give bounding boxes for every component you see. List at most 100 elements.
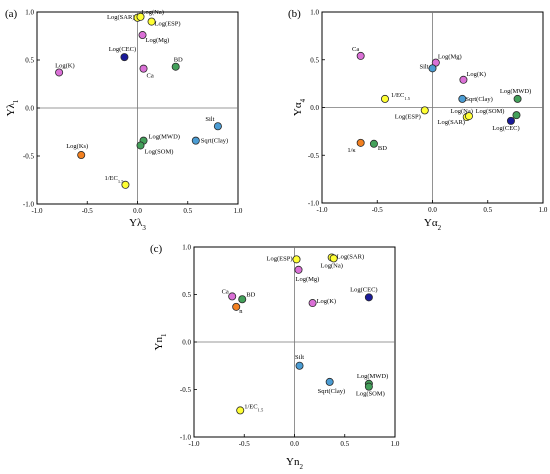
point-label-ca: Ca: [147, 73, 154, 80]
point-label-log-sar: Log(SAR): [438, 119, 465, 126]
point-sqrt-clay: [458, 94, 467, 103]
point-1-ec1-5: [121, 180, 130, 189]
y-axis-label: Yn1: [153, 333, 168, 350]
x-tick-label: -1.0: [316, 206, 328, 214]
x-tick-label: 1.0: [539, 206, 548, 214]
scatter-panel-2: -1.0 -0.5 0.0 0.5 1.0 -1.0 -0.5 0.0 0.5 1.0 (b) Yα2…: [288, 8, 548, 232]
y-axis-label: Yα4: [292, 98, 307, 116]
x-tick-label: -0.5: [239, 440, 251, 448]
point-label-log-mg: Log(Mg): [296, 276, 320, 283]
point-log-mwd: [513, 94, 522, 103]
x-tick-label: 0.0: [133, 207, 142, 215]
panel-label: (a): [5, 8, 18, 20]
point-label-log-cec: Log(CEC): [350, 286, 377, 293]
point-log-ks: [77, 151, 86, 160]
point-label-1-ec1-5: 1/EC1.5: [104, 175, 124, 184]
point-label-bd: BD: [174, 57, 183, 64]
point-log-cec: [120, 53, 129, 62]
point-label-log-mg: Log(Mg): [438, 54, 462, 61]
x-tick-label: -1.0: [31, 207, 43, 215]
point-sqrt-clay: [191, 136, 200, 145]
point-label-log-sar: Log(SAR): [337, 253, 364, 260]
x-tick-label: 0.5: [183, 207, 192, 215]
point-label-silt: Silt: [205, 116, 214, 123]
panel-label: (c): [150, 243, 163, 255]
point-sqrt-clay: [325, 377, 334, 386]
x-axis-label: Yn2: [286, 456, 303, 471]
point-log-esp: [292, 255, 301, 264]
point-log-mg: [138, 31, 147, 40]
point-label-log-na: Log(Na): [451, 108, 473, 115]
x-tick-label: 1.0: [234, 207, 243, 215]
point-log-k: [308, 299, 317, 308]
y-tick-label: 0.5: [182, 291, 191, 299]
scatter-panel-3: -1.0 -0.5 0.0 0.5 1.0 -1.0 -0.5 0.0 0.5 1.0 (c) Yn2…: [150, 243, 400, 471]
x-tick-label: 0.5: [483, 206, 492, 214]
point-log-esp: [420, 106, 429, 115]
point-label-log-cec: Log(CEC): [109, 46, 136, 53]
point-silt: [295, 361, 304, 370]
point-log-mg: [294, 265, 303, 274]
point-ca: [228, 292, 237, 301]
point-silt: [213, 122, 222, 131]
point-log-som: [512, 111, 521, 120]
point-label-sqrt-clay: Sqrt(Clay): [318, 388, 345, 395]
point-label-log-k: Log(K): [466, 71, 486, 78]
y-tick-label: -0.5: [180, 386, 192, 394]
point-label-ca: Ca: [352, 46, 359, 53]
point-label-log-k: Log(K): [317, 298, 337, 305]
point-label-log-esp: Log(ESP): [267, 255, 293, 262]
point-label-1: 1/κ: [347, 147, 356, 154]
point-label-ca: Ca: [222, 288, 229, 295]
point-label-log-na: Log(Na): [142, 9, 164, 16]
point-label-log-esp: Log(ESP): [155, 21, 181, 28]
x-tick-label: -1.0: [188, 440, 200, 448]
y-tick-label: 0.0: [310, 104, 319, 112]
point-label-sqrt-clay: Sqrt(Clay): [201, 138, 228, 145]
point-1-ec1-5: [380, 94, 389, 103]
point-label-log-mwd: Log(MWD): [500, 88, 531, 95]
point-label-log-mg: Log(Mg): [146, 37, 170, 44]
point-label-log-som: Log(SOM): [356, 391, 385, 398]
panel-label: (b): [288, 8, 301, 20]
point-label-log-ks: Log(Ks): [66, 143, 88, 150]
point-bd: [238, 295, 247, 304]
y-axis-label: Yλ1: [5, 99, 20, 116]
y-tick-label: -0.5: [23, 153, 35, 161]
scatter-panel-1: -1.0 -0.5 0.0 0.5 1.0 -1.0 -0.5 0.0 0.5 1.0 (a) Yλ3…: [5, 8, 243, 232]
y-tick-label: 1.0: [182, 244, 191, 252]
y-tick-label: -1.0: [308, 200, 320, 208]
point-log-som: [136, 141, 145, 150]
y-tick-label: 0.5: [25, 57, 34, 65]
point-ca: [139, 64, 148, 73]
point-log-cec: [506, 116, 515, 125]
point-label-silt: Silt: [419, 63, 428, 70]
y-tick-label: 1.0: [310, 9, 319, 17]
point-bd: [369, 139, 378, 148]
y-tick-label: 0.0: [25, 105, 34, 113]
x-tick-label: 0.0: [290, 440, 299, 448]
point-log-na: [136, 12, 145, 21]
y-tick-label: 0.0: [182, 339, 191, 347]
point-label-silt: Silt: [295, 354, 304, 361]
point-log-k: [459, 75, 468, 84]
point-label-log-mwd: Log(MWD): [357, 373, 388, 380]
point-label-log-mwd: Log(MWD): [149, 134, 180, 141]
point-n: [232, 302, 241, 311]
point-label-log-cec: Log(CEC): [492, 125, 519, 132]
x-tick-label: 0.5: [340, 440, 349, 448]
point-log-na: [329, 254, 338, 263]
y-tick-label: -0.5: [308, 152, 320, 160]
point-1: [356, 138, 365, 147]
point-log-k: [55, 68, 64, 77]
point-label-log-na: Log(Na): [320, 262, 342, 269]
point-label-log-k: Log(K): [55, 62, 75, 69]
point-log-sar: [464, 112, 473, 121]
x-tick-label: -0.5: [372, 206, 384, 214]
x-tick-label: 0.0: [428, 206, 437, 214]
x-tick-label: -0.5: [82, 207, 94, 215]
point-label-bd: BD: [378, 145, 387, 152]
point-label-1-ec1-5: 1/EC1.5: [391, 92, 411, 101]
x-axis-label: Yα2: [424, 217, 442, 232]
point-1-ec1-5: [236, 406, 245, 415]
